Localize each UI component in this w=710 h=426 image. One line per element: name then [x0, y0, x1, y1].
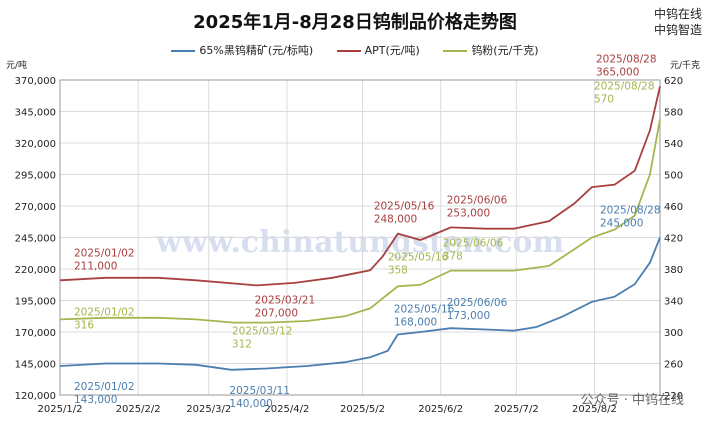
y-left-tick-label: 370,000 — [15, 76, 56, 87]
footer-watermark: 公众号 · 中钨在线 — [580, 393, 684, 408]
data-label: 358 — [388, 264, 408, 276]
x-tick-label: 2025/8/2 — [572, 404, 617, 415]
left-axis-unit: 元/吨 — [6, 61, 28, 71]
y-right-tick-label: 420 — [664, 234, 683, 245]
data-label: 365,000 — [596, 66, 639, 78]
data-label: 2025/01/02 — [74, 247, 135, 259]
data-label: 207,000 — [255, 307, 298, 319]
y-left-tick-label: 145,000 — [15, 360, 56, 371]
data-label: 248,000 — [374, 214, 417, 226]
y-left-tick-label: 120,000 — [15, 391, 56, 402]
data-label: 2025/06/06 — [443, 238, 504, 250]
y-left-tick-label: 320,000 — [15, 139, 56, 150]
data-label: 140,000 — [229, 398, 272, 410]
x-tick-label: 2025/5/2 — [340, 404, 385, 415]
data-label: 2025/03/11 — [229, 385, 290, 397]
y-right-tick-label: 260 — [664, 360, 683, 371]
y-left-tick-label: 345,000 — [15, 108, 56, 119]
y-left-tick-label: 245,000 — [15, 234, 56, 245]
x-tick-label: 2025/2/2 — [116, 404, 161, 415]
brand-logo: 中钨在线 中钨智造 — [654, 6, 702, 38]
y-left-tick-label: 170,000 — [15, 328, 56, 339]
y-left-tick-label: 195,000 — [15, 297, 56, 308]
data-label: 2025/01/02 — [74, 381, 135, 393]
series-line-1 — [59, 86, 661, 287]
x-tick-label: 2025/6/2 — [418, 404, 463, 415]
logo-line-1: 中钨在线 — [653, 7, 702, 21]
series-line-2 — [59, 119, 661, 324]
y-right-tick-label: 220 — [664, 391, 683, 402]
data-label: 316 — [74, 319, 94, 331]
data-label: 2025/01/02 — [74, 306, 135, 318]
y-right-tick-label: 620 — [664, 76, 683, 87]
x-tick-label: 2025/1/2 — [38, 404, 83, 415]
y-right-tick-label: 380 — [664, 265, 683, 276]
data-label: 2025/06/06 — [447, 194, 508, 206]
logo-line-2: 中钨智造 — [653, 23, 702, 37]
series-line-0 — [59, 237, 661, 371]
y-left-tick-label: 220,000 — [15, 265, 56, 276]
legend: 65%黑钨精矿(元/标吨) APT(元/吨) 钨粉(元/千克) — [0, 42, 710, 58]
y-left-tick-label: 295,000 — [15, 171, 56, 182]
data-label: 2025/05/16 — [394, 304, 455, 316]
y-right-tick-label: 340 — [664, 297, 683, 308]
chart-title: 2025年1月-8月28日钨制品价格走势图 — [193, 12, 517, 33]
x-tick-label: 2025/4/2 — [264, 404, 309, 415]
data-label: 2025/05/16 — [388, 251, 449, 263]
data-label: 173,000 — [447, 310, 490, 322]
right-axis-unit: 元/千克 — [669, 61, 700, 71]
data-label: 211,000 — [74, 260, 117, 272]
data-label: 2025/05/16 — [374, 201, 435, 213]
data-label: 245,000 — [600, 218, 643, 230]
legend-item-tungsten-powder: 钨粉(元/千克) — [443, 42, 539, 58]
legend-item-wolframite: 65%黑钨精矿(元/标吨) — [171, 42, 313, 58]
y-right-tick-label: 300 — [664, 328, 683, 339]
data-label: 2025/08/28 — [596, 53, 657, 65]
data-label: 143,000 — [74, 394, 117, 406]
data-label: 2025/03/21 — [255, 294, 316, 306]
data-label: 2025/08/28 — [600, 205, 661, 217]
data-label: 2025/08/28 — [594, 80, 655, 92]
data-label: 378 — [443, 251, 463, 263]
x-tick-label: 2025/3/2 — [186, 404, 231, 415]
watermark-text: www.chinatungsten.com — [155, 225, 564, 260]
x-tick-label: 2025/7/2 — [494, 404, 539, 415]
data-label: 168,000 — [394, 317, 437, 329]
y-left-tick-label: 270,000 — [15, 202, 56, 213]
data-label: 253,000 — [447, 207, 490, 219]
data-label: 2025/06/06 — [447, 297, 508, 309]
y-right-tick-label: 500 — [664, 171, 683, 182]
y-right-tick-label: 580 — [664, 108, 683, 119]
legend-item-apt: APT(元/吨) — [336, 42, 420, 58]
data-label: 312 — [232, 339, 252, 351]
y-right-tick-label: 460 — [664, 202, 683, 213]
data-label: 570 — [594, 93, 614, 105]
y-right-tick-label: 540 — [664, 139, 683, 150]
data-label: 2025/03/12 — [232, 326, 293, 338]
